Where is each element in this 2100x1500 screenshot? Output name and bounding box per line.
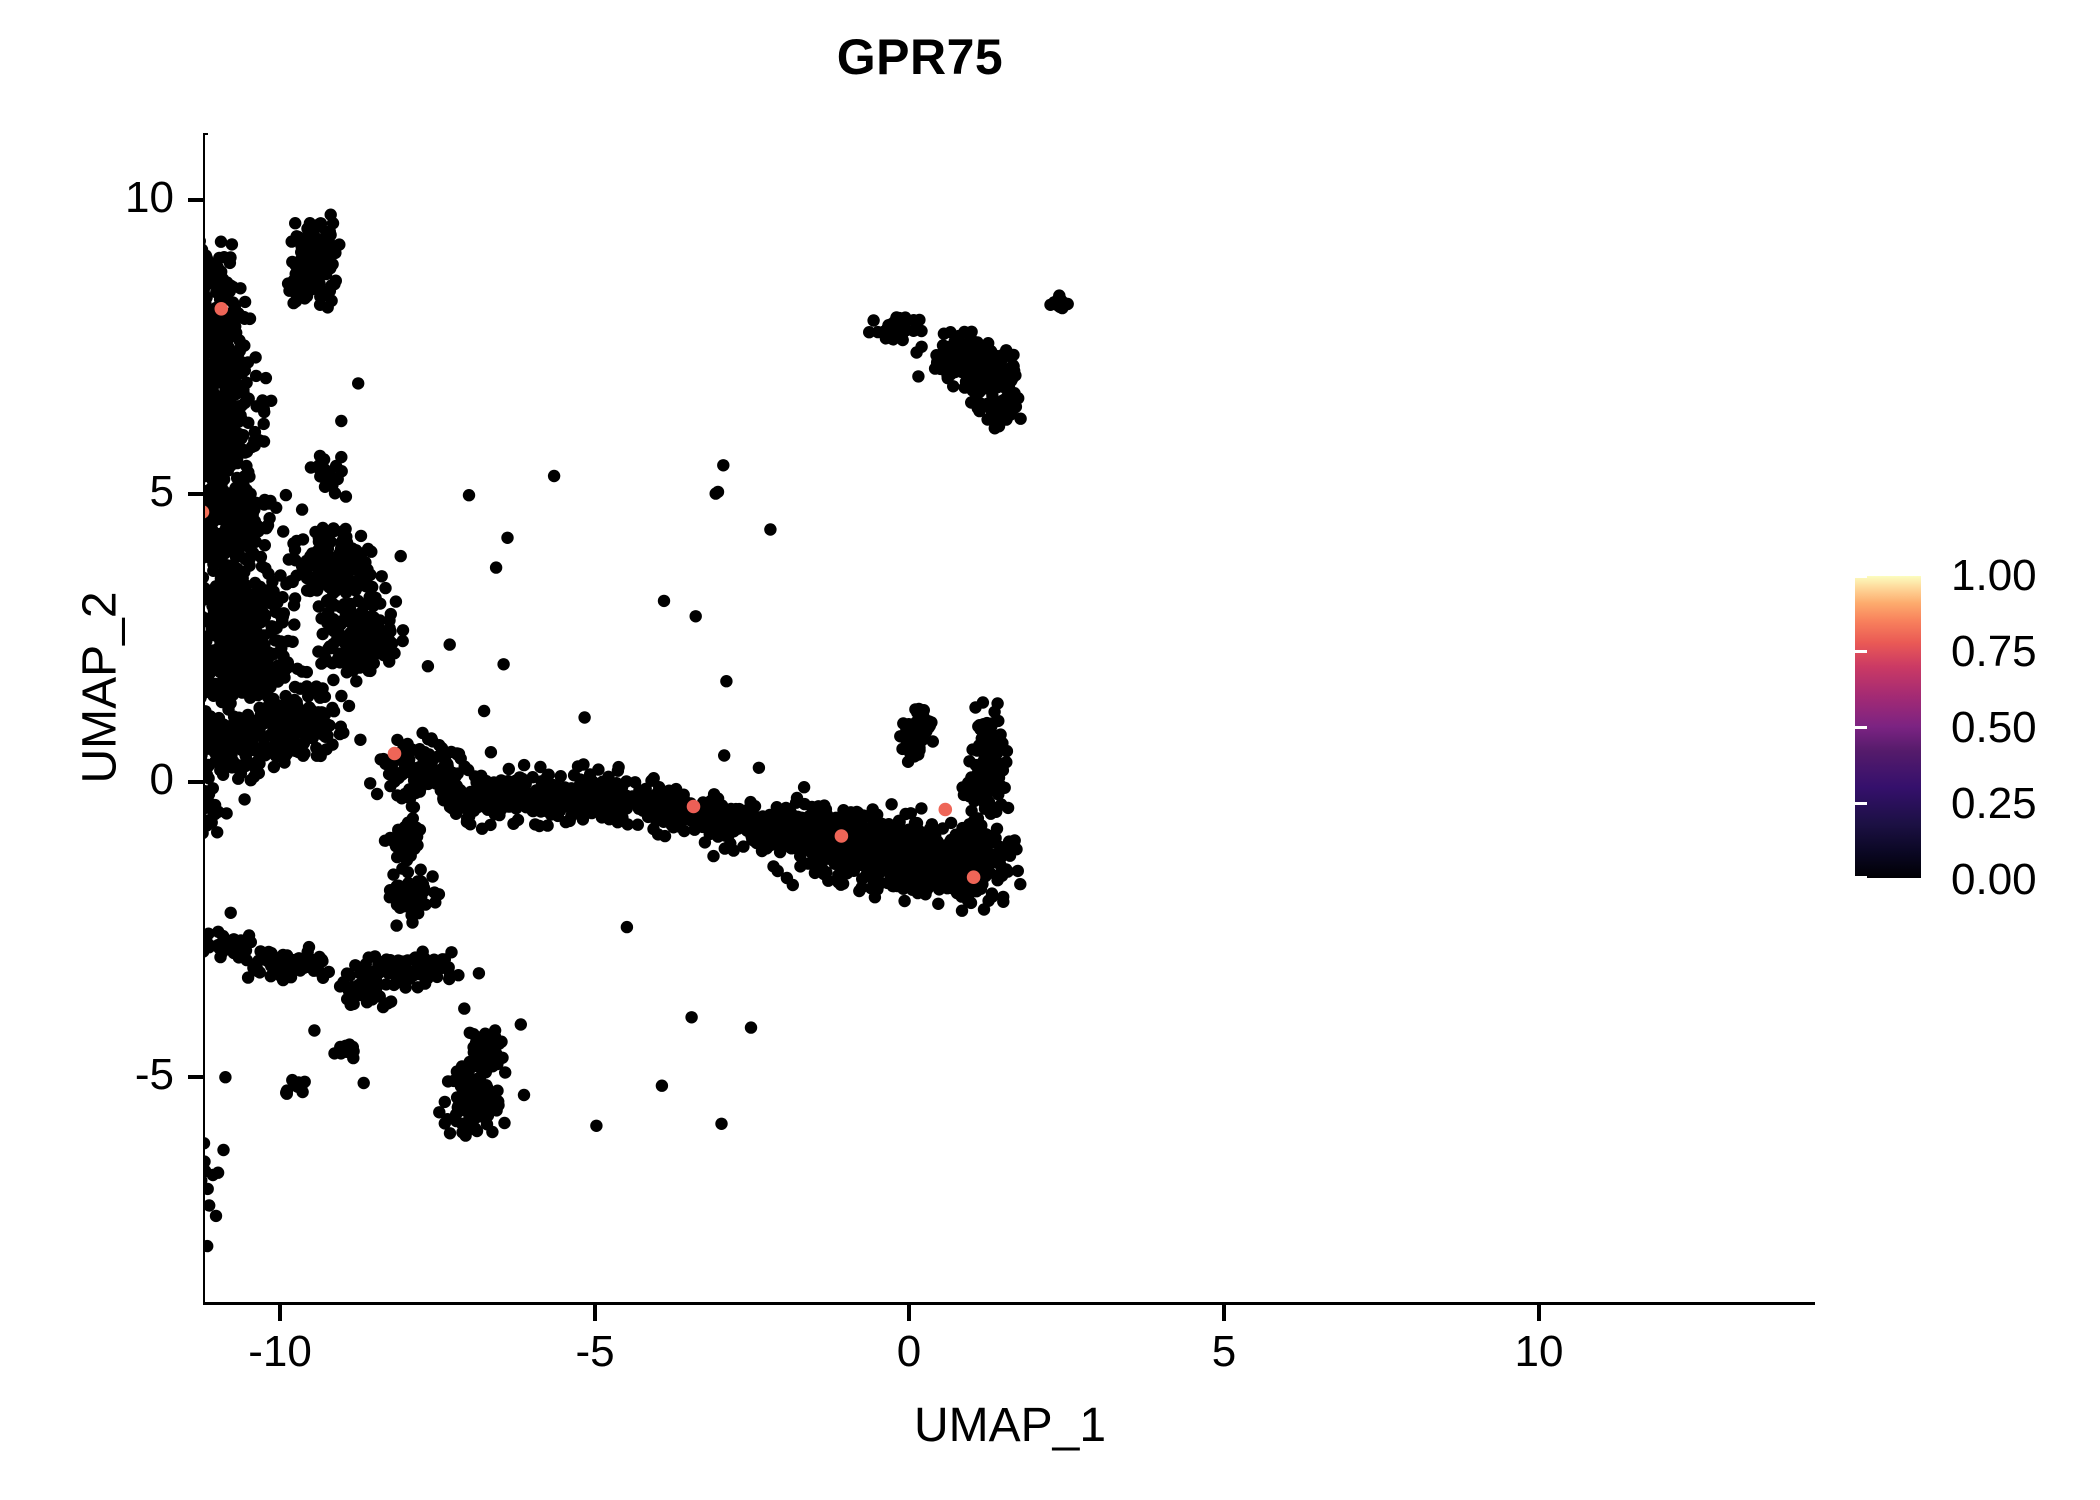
y-axis-tick-0 bbox=[188, 780, 204, 784]
colorbar-tick-0.25-right bbox=[1843, 802, 1855, 805]
colorbar-tick-0.25-left bbox=[1855, 802, 1867, 805]
x-axis-tick-label-0: 0 bbox=[829, 1330, 989, 1374]
colorbar-label-0.00: 0.00 bbox=[1951, 858, 2037, 902]
x-axis-tick-label-neg10: -10 bbox=[200, 1330, 360, 1374]
y-axis-tick-neg5 bbox=[188, 1075, 204, 1079]
y-axis-tick-5 bbox=[188, 492, 204, 496]
y-axis-tick-label-10: 10 bbox=[34, 176, 174, 220]
x-axis-tick-0 bbox=[907, 1305, 911, 1321]
x-axis-tick-label-neg5: -5 bbox=[515, 1330, 675, 1374]
scatter-panel bbox=[205, 135, 1815, 1302]
colorbar-tick-1.00-right bbox=[1843, 575, 1855, 578]
colorbar-tick-0.50-left bbox=[1855, 726, 1867, 729]
page-title: GPR75 bbox=[0, 28, 1840, 86]
x-axis-tick-neg5 bbox=[593, 1305, 597, 1321]
colorbar-label-0.75: 0.75 bbox=[1951, 630, 2037, 674]
x-axis-tick-10 bbox=[1537, 1305, 1541, 1321]
y-axis-title: UMAP_2 bbox=[73, 338, 128, 1038]
colorbar-tick-0.50-right bbox=[1843, 726, 1855, 729]
colorbar-label-0.50: 0.50 bbox=[1951, 706, 2037, 750]
x-axis-tick-neg10 bbox=[278, 1305, 282, 1321]
colorbar-label-0.25: 0.25 bbox=[1951, 782, 2037, 826]
y-axis-tick-10 bbox=[188, 198, 204, 202]
scatter-points bbox=[205, 135, 1815, 1302]
x-axis-tick-label-10: 10 bbox=[1459, 1330, 1619, 1374]
colorbar-label-1.00: 1.00 bbox=[1951, 554, 2037, 598]
x-axis-title: UMAP_1 bbox=[205, 1398, 1815, 1453]
colorbar-tick-0.00-left bbox=[1855, 876, 1867, 879]
colorbar-tick-0.75-left bbox=[1855, 650, 1867, 653]
x-axis-tick-label-5: 5 bbox=[1144, 1330, 1304, 1374]
colorbar-tick-0.00-right bbox=[1843, 876, 1855, 879]
x-axis-tick-5 bbox=[1222, 1305, 1226, 1321]
y-axis-tick-label-neg5: -5 bbox=[34, 1053, 174, 1097]
colorbar-tick-1.00-left bbox=[1855, 575, 1867, 578]
colorbar-tick-0.75-right bbox=[1843, 650, 1855, 653]
